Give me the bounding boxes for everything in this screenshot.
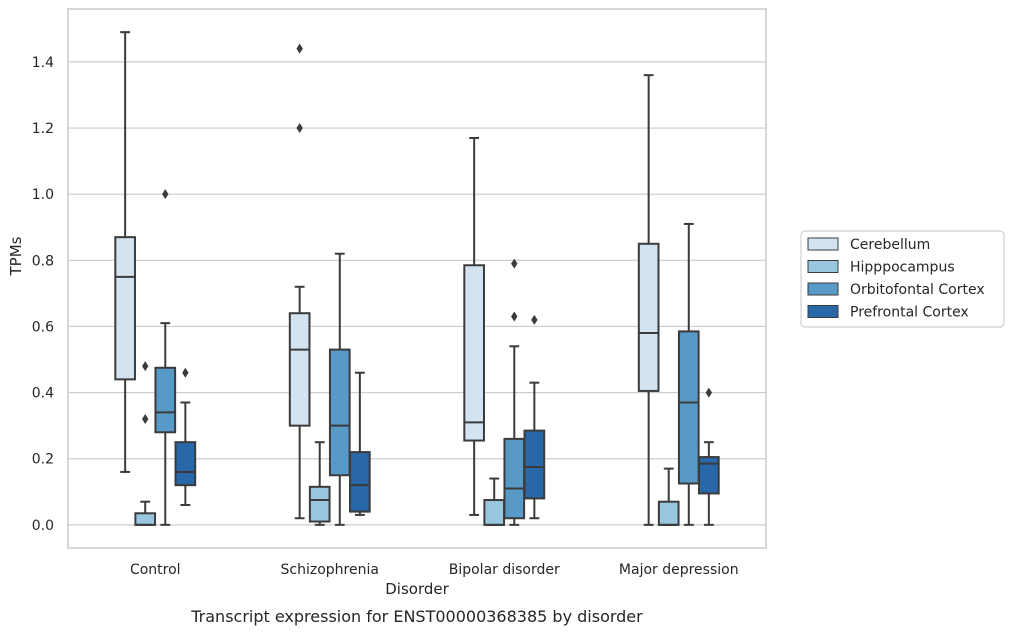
x-tick-label: Control bbox=[130, 562, 181, 578]
box-prefrontal-cortex bbox=[174, 367, 197, 507]
legend-swatch bbox=[807, 237, 839, 251]
box-hipppocampus bbox=[657, 467, 680, 526]
box-orbitofontal-cortex bbox=[328, 252, 351, 526]
box-cerebellum bbox=[637, 74, 660, 526]
plot-frame bbox=[67, 8, 767, 549]
y-tick-label: 1.2 bbox=[32, 121, 54, 137]
box-iqr bbox=[677, 330, 700, 485]
y-tick-label: 0.2 bbox=[32, 452, 54, 468]
legend-swatch bbox=[807, 282, 839, 296]
legend: Cerebellum Hipppocampus Orbitofontal Corte… bbox=[800, 230, 1005, 328]
box-hipppocampus bbox=[134, 361, 157, 526]
box-orbitofontal-cortex bbox=[154, 189, 177, 526]
box-iqr bbox=[134, 512, 157, 526]
box-hipppocampus bbox=[483, 477, 506, 526]
y-tick-label: 0.8 bbox=[32, 253, 54, 269]
box-iqr bbox=[523, 429, 546, 500]
box-orbitofontal-cortex bbox=[503, 258, 526, 526]
x-axis-label: Disorder bbox=[385, 580, 449, 598]
legend-swatch bbox=[807, 305, 839, 318]
box-iqr bbox=[657, 500, 680, 526]
y-tick-label: 1.4 bbox=[32, 55, 54, 71]
y-tick-label: 0.4 bbox=[32, 386, 54, 402]
y-tick-labels: 0.0 0.2 0.4 0.6 0.8 1.0 1.2 1.4 bbox=[32, 55, 54, 534]
x-tick-labels: Control Schizophrenia Bipolar disorder Majo… bbox=[130, 562, 739, 578]
box-groups bbox=[114, 31, 720, 526]
x-tick-label: Major depression bbox=[619, 562, 739, 578]
legend-entry-label: Orbitofontal Cortex bbox=[850, 282, 985, 298]
box-prefrontal-cortex bbox=[523, 314, 546, 520]
box-cerebellum bbox=[114, 31, 136, 473]
y-tick-label: 0.6 bbox=[32, 319, 54, 335]
box-iqr bbox=[114, 236, 136, 381]
chart-caption: Transcript expression for ENST0000036838… bbox=[190, 607, 643, 626]
box-orbitofontal-cortex bbox=[677, 222, 700, 526]
outlier-point bbox=[142, 361, 149, 372]
box-iqr bbox=[637, 242, 660, 392]
box-cerebellum bbox=[463, 136, 485, 516]
legend-entry-label: Prefrontal Cortex bbox=[850, 305, 969, 321]
box-iqr bbox=[288, 312, 311, 427]
box-iqr bbox=[174, 441, 197, 487]
box-iqr bbox=[483, 499, 506, 526]
y-tick-label: 0.0 bbox=[32, 518, 54, 534]
legend-entry-label: Cerebellum bbox=[850, 237, 930, 253]
x-tick-label: Schizophrenia bbox=[281, 562, 379, 578]
outlier-point bbox=[296, 43, 303, 54]
box-iqr bbox=[463, 264, 485, 442]
box-iqr bbox=[503, 437, 526, 520]
outlier-point bbox=[182, 367, 189, 378]
box-prefrontal-cortex bbox=[698, 387, 720, 526]
outlier-point bbox=[531, 314, 538, 325]
x-tick-label: Bipolar disorder bbox=[449, 562, 560, 578]
outlier-point bbox=[296, 123, 303, 134]
box-cerebellum bbox=[288, 43, 311, 520]
box-iqr bbox=[698, 456, 720, 495]
outlier-point bbox=[705, 387, 713, 398]
legend-swatch bbox=[807, 260, 839, 273]
box-iqr bbox=[349, 451, 371, 513]
outlier-point bbox=[162, 189, 169, 200]
y-tick-label: 1.0 bbox=[32, 187, 54, 203]
box-iqr bbox=[308, 485, 331, 523]
outlier-point bbox=[142, 414, 149, 425]
box-hipppocampus bbox=[308, 441, 331, 526]
box-iqr bbox=[328, 348, 351, 477]
grid-lines bbox=[68, 61, 766, 526]
box-prefrontal-cortex bbox=[349, 371, 371, 516]
outlier-point bbox=[511, 311, 518, 322]
legend-entry-label: Hipppocampus bbox=[850, 260, 955, 276]
box-iqr bbox=[154, 366, 177, 434]
outlier-point bbox=[511, 258, 518, 269]
legend-frame bbox=[800, 230, 1005, 328]
y-axis-label: TPMs bbox=[7, 236, 25, 276]
